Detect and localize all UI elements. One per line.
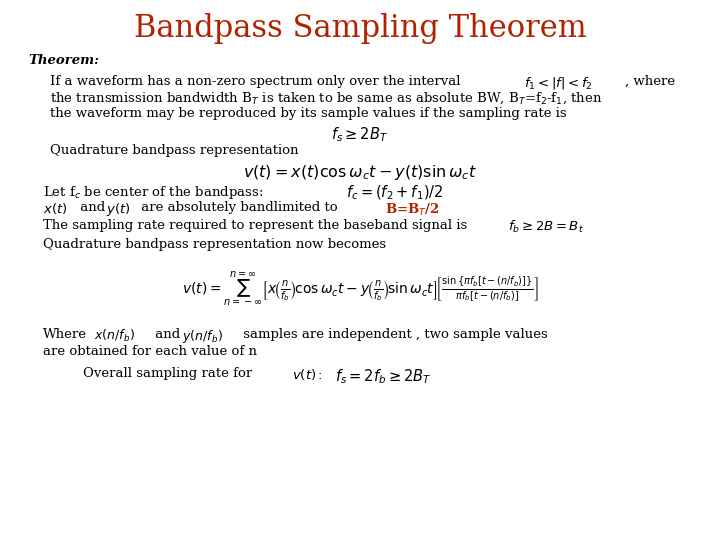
Text: $x(t)$: $x(t)$ bbox=[43, 201, 68, 217]
Text: $f_c = (f_2 + f_1)/2$: $f_c = (f_2 + f_1)/2$ bbox=[346, 184, 443, 202]
Text: $v(t) = x(t)\cos\omega_c t - y(t)\sin\omega_c t$: $v(t) = x(t)\cos\omega_c t - y(t)\sin\om… bbox=[243, 163, 477, 182]
Text: Overall sampling rate for: Overall sampling rate for bbox=[83, 367, 252, 380]
Text: $v(t):$: $v(t):$ bbox=[292, 367, 323, 382]
Text: B=B$_T$/2: B=B$_T$/2 bbox=[385, 201, 440, 218]
Text: the transmission bandwidth B$_T$ is taken to be same as absolute BW, B$_T$=f$_2$: the transmission bandwidth B$_T$ is take… bbox=[50, 91, 603, 106]
Text: and: and bbox=[76, 201, 109, 214]
Text: are obtained for each value of n: are obtained for each value of n bbox=[43, 345, 257, 357]
Text: If a waveform has a non-zero spectrum only over the interval: If a waveform has a non-zero spectrum on… bbox=[50, 75, 461, 87]
Text: $x(n/f_b)$: $x(n/f_b)$ bbox=[94, 328, 135, 344]
Text: $v(t) = \sum_{n=-\infty}^{n=\infty}\left[x\!\left(\frac{n}{f_b}\right)\!\cos\ome: $v(t) = \sum_{n=-\infty}^{n=\infty}\left… bbox=[181, 270, 539, 309]
Text: the waveform may be reproduced by its sample values if the sampling rate is: the waveform may be reproduced by its sa… bbox=[50, 107, 567, 120]
Text: $f_s \geq 2B_T$: $f_s \geq 2B_T$ bbox=[331, 125, 389, 144]
Text: Bandpass Sampling Theorem: Bandpass Sampling Theorem bbox=[134, 14, 586, 44]
Text: and: and bbox=[151, 328, 185, 341]
Text: Where: Where bbox=[43, 328, 87, 341]
Text: $y(n/f_b)$: $y(n/f_b)$ bbox=[182, 328, 223, 345]
Text: are absolutely bandlimited to: are absolutely bandlimited to bbox=[137, 201, 342, 214]
Text: , where: , where bbox=[625, 75, 675, 87]
Text: Quadrature bandpass representation: Quadrature bandpass representation bbox=[50, 144, 299, 157]
Text: Quadrature bandpass representation now becomes: Quadrature bandpass representation now b… bbox=[43, 238, 387, 251]
Text: $f_b \geq 2B = B_t$: $f_b \geq 2B = B_t$ bbox=[508, 219, 584, 235]
Text: $f_1 < |f| < f_2$: $f_1 < |f| < f_2$ bbox=[524, 75, 593, 91]
Text: samples are independent , two sample values: samples are independent , two sample val… bbox=[239, 328, 548, 341]
Text: Theorem:: Theorem: bbox=[29, 54, 100, 67]
Text: $y(t)$: $y(t)$ bbox=[106, 201, 130, 218]
Text: Let f$_c$ be center of the bandpass:: Let f$_c$ be center of the bandpass: bbox=[43, 184, 264, 200]
Text: The sampling rate required to represent the baseband signal is: The sampling rate required to represent … bbox=[43, 219, 467, 232]
Text: $f_s = 2f_b \geq 2B_T$: $f_s = 2f_b \geq 2B_T$ bbox=[335, 367, 431, 386]
